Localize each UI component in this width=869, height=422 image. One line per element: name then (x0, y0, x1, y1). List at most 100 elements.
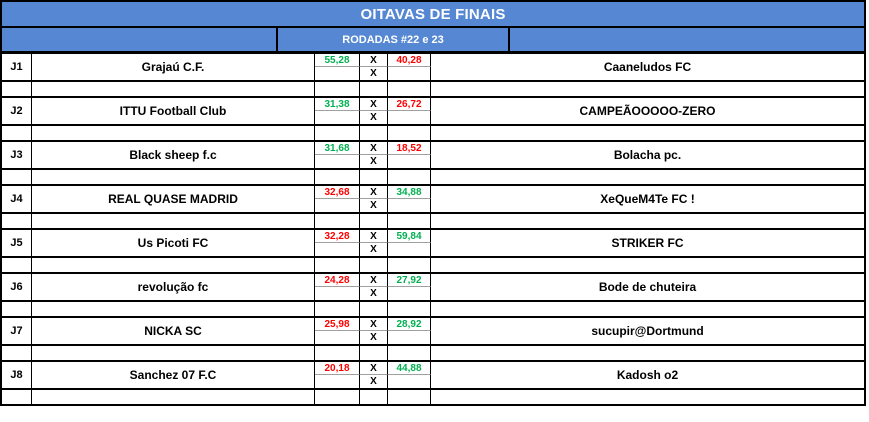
home-team-name: Us Picoti FC (32, 230, 315, 256)
x-separator: X (360, 111, 388, 124)
empty-header-cell (2, 28, 278, 51)
empty-cell (388, 346, 431, 360)
empty-cell (388, 170, 431, 184)
match-row: J3 Black sheep f.c 31,68 X 18,52 X Bolac… (2, 140, 864, 170)
empty-cell (360, 390, 388, 404)
empty-cell (360, 258, 388, 272)
empty-score-cell (315, 243, 360, 256)
empty-cell (32, 214, 315, 228)
empty-cell (2, 82, 32, 96)
rounds-header-row: RODADAS #22 e 23 (2, 28, 864, 52)
empty-cell (388, 258, 431, 272)
match-row: J8 Sanchez 07 F.C 20,18 X 44,88 X Kadosh… (2, 360, 864, 390)
score-area: 20,18 X 44,88 X (315, 362, 431, 388)
empty-cell (360, 170, 388, 184)
home-team-name: revolução fc (32, 274, 315, 300)
empty-cell (32, 302, 315, 316)
empty-cell (2, 390, 32, 404)
x-separator: X (360, 375, 388, 388)
empty-score-cell (388, 331, 431, 344)
spacer-row (2, 214, 864, 228)
match-id: J5 (2, 230, 32, 256)
empty-score-cell (315, 331, 360, 344)
score-area: 24,28 X 27,92 X (315, 274, 431, 300)
x-separator: X (360, 362, 388, 375)
home-score: 31,68 (315, 142, 360, 155)
empty-score-cell (388, 199, 431, 212)
away-team-name: XeQueM4Te FC ! (600, 192, 695, 206)
empty-score-cell (315, 287, 360, 300)
empty-cell (360, 214, 388, 228)
away-score: 40,28 (388, 54, 431, 67)
x-separator: X (360, 287, 388, 300)
spacer-row (2, 390, 864, 404)
empty-cell (32, 346, 315, 360)
empty-cell (315, 82, 360, 96)
empty-cell (360, 82, 388, 96)
x-separator: X (360, 274, 388, 287)
empty-cell (315, 258, 360, 272)
empty-cell (431, 258, 864, 272)
empty-score-cell (315, 67, 360, 80)
x-separator: X (360, 186, 388, 199)
empty-score-cell (315, 375, 360, 388)
empty-cell (315, 390, 360, 404)
empty-cell (388, 390, 431, 404)
away-score: 44,88 (388, 362, 431, 375)
away-score: 18,52 (388, 142, 431, 155)
match-id: J1 (2, 54, 32, 80)
empty-cell (431, 346, 864, 360)
spacer-row (2, 82, 864, 96)
empty-cell (431, 302, 864, 316)
empty-cell (32, 170, 315, 184)
away-team-name: Kadosh o2 (616, 368, 679, 382)
empty-cell (2, 346, 32, 360)
spacer-row (2, 170, 864, 184)
match-row: J5 Us Picoti FC 32,28 X 59,84 X STRIKER … (2, 228, 864, 258)
x-separator: X (360, 67, 388, 80)
spacer-row (2, 258, 864, 272)
away-team-name: sucupir@Dortmund (591, 324, 704, 338)
empty-cell (315, 126, 360, 140)
home-team-name: REAL QUASE MADRID (32, 186, 315, 212)
match-row: J6 revolução fc 24,28 X 27,92 X Bode de … (2, 272, 864, 302)
empty-score-cell (388, 155, 431, 168)
empty-cell (431, 214, 864, 228)
match-row: J1 Grajaú C.F. 55,28 X 40,28 X Caaneludo… (2, 52, 864, 82)
home-score: 32,28 (315, 230, 360, 243)
empty-cell (2, 170, 32, 184)
empty-score-cell (388, 287, 431, 300)
away-team-name: Bode de chuteira (598, 280, 697, 294)
score-area: 55,28 X 40,28 X (315, 54, 431, 80)
score-area: 32,28 X 59,84 X (315, 230, 431, 256)
empty-cell (431, 170, 864, 184)
empty-cell (388, 214, 431, 228)
away-team-name: CAMPEÃOOOOO-ZERO (579, 104, 716, 118)
empty-cell (360, 302, 388, 316)
match-id: J2 (2, 98, 32, 124)
empty-cell (32, 258, 315, 272)
empty-score-cell (388, 243, 431, 256)
match-id: J3 (2, 142, 32, 168)
away-team-name: Bolacha pc. (613, 148, 682, 162)
home-score: 25,98 (315, 318, 360, 331)
empty-cell (2, 258, 32, 272)
home-score: 32,68 (315, 186, 360, 199)
away-score: 26,72 (388, 98, 431, 111)
empty-score-cell (388, 67, 431, 80)
match-id: J8 (2, 362, 32, 388)
score-area: 31,38 X 26,72 X (315, 98, 431, 124)
x-separator: X (360, 199, 388, 212)
score-area: 32,68 X 34,88 X (315, 186, 431, 212)
match-id: J6 (2, 274, 32, 300)
spacer-row (2, 302, 864, 316)
match-row: J7 NICKA SC 25,98 X 28,92 X sucupir@Dort… (2, 316, 864, 346)
x-separator: X (360, 54, 388, 67)
empty-score-cell (315, 199, 360, 212)
empty-cell (388, 126, 431, 140)
empty-score-cell (388, 375, 431, 388)
home-team-name: Grajaú C.F. (32, 54, 315, 80)
empty-cell (32, 126, 315, 140)
x-separator: X (360, 318, 388, 331)
